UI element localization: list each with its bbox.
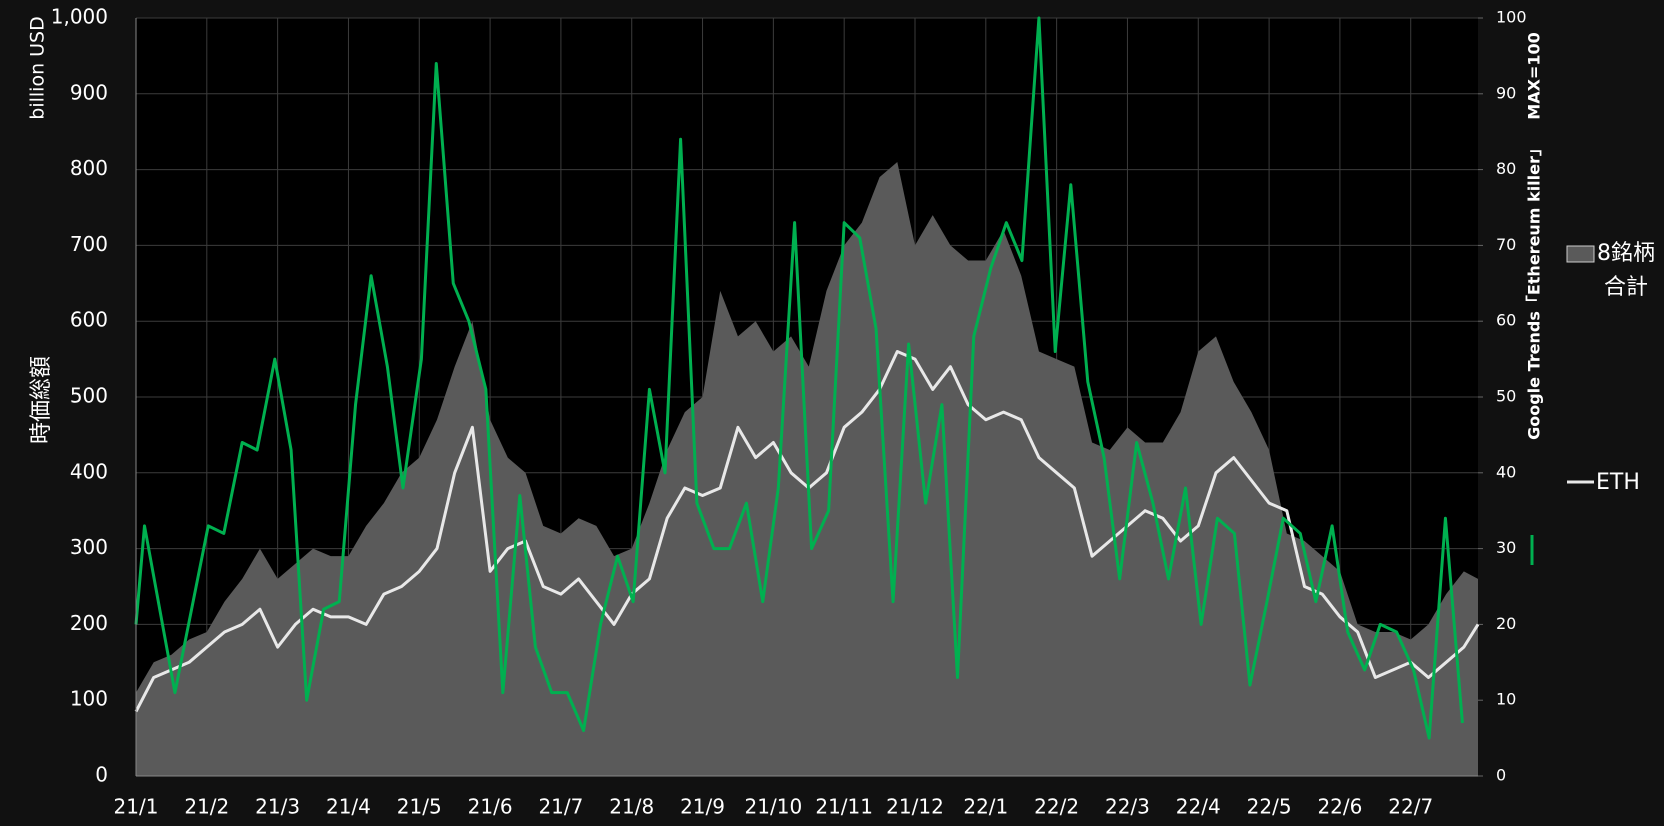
x-tick-label: 21/1 — [114, 795, 159, 819]
x-tick-label: 21/10 — [745, 795, 803, 819]
x-tick-label: 21/12 — [886, 795, 944, 819]
y2-tick-label: 90 — [1496, 83, 1516, 102]
x-tick-label: 22/3 — [1105, 795, 1150, 819]
x-tick-label: 22/6 — [1317, 795, 1362, 819]
y2-tick-label: 10 — [1496, 690, 1516, 709]
x-tick-label: 21/11 — [815, 795, 873, 819]
y2-tick-label: 0 — [1496, 766, 1506, 785]
y-tick-label: 800 — [70, 156, 108, 180]
y-tick-label: 0 — [95, 763, 108, 787]
y-tick-label: 300 — [70, 535, 108, 559]
x-tick-label: 22/2 — [1034, 795, 1079, 819]
y-tick-label: 1,000 — [51, 5, 108, 29]
x-tick-label: 21/5 — [397, 795, 442, 819]
x-tick-label: 21/4 — [326, 795, 371, 819]
y-tick-label: 700 — [70, 232, 108, 256]
x-tick-label: 21/6 — [468, 795, 513, 819]
y-axis-title: 時価総額 — [29, 356, 54, 444]
y2-tick-label: 100 — [1496, 8, 1527, 27]
y-tick-label: 600 — [70, 308, 108, 332]
y2-tick-label: 50 — [1496, 387, 1516, 406]
x-tick-label: 21/8 — [609, 795, 654, 819]
y2-axis-title: Google Trends「Ethereum killer」 — [1525, 140, 1544, 440]
y2-tick-label: 70 — [1496, 235, 1516, 254]
y-tick-label: 100 — [70, 687, 108, 711]
y2-axis-unit: MAX=100 — [1525, 32, 1544, 119]
x-tick-label: 21/3 — [255, 795, 300, 819]
y-tick-label: 500 — [70, 384, 108, 408]
line — [134, 16, 1464, 740]
legend-label: 8銘柄合計 — [1597, 241, 1655, 300]
legend-label: ETH — [1596, 470, 1640, 495]
x-tick-label: 21/9 — [680, 795, 725, 819]
y2-tick-label: 80 — [1496, 159, 1516, 178]
x-tick-label: 22/7 — [1388, 795, 1433, 819]
x-tick-label: 22/4 — [1176, 795, 1221, 819]
x-tick-label: 21/7 — [538, 795, 583, 819]
y-tick-label: 900 — [70, 80, 108, 104]
y2-tick-label: 20 — [1496, 614, 1516, 633]
x-tick-label: 21/2 — [184, 795, 229, 819]
x-tick-label: 22/1 — [963, 795, 1008, 819]
y2-tick-label: 30 — [1496, 538, 1516, 557]
y-tick-label: 200 — [70, 611, 108, 635]
y2-tick-label: 40 — [1496, 462, 1516, 481]
x-tick-label: 22/5 — [1247, 795, 1292, 819]
y2-tick-label: 60 — [1496, 311, 1516, 330]
legend-swatch — [1566, 245, 1595, 263]
y-tick-label: 400 — [70, 459, 108, 483]
y-axis-unit: billion USD — [27, 16, 49, 119]
